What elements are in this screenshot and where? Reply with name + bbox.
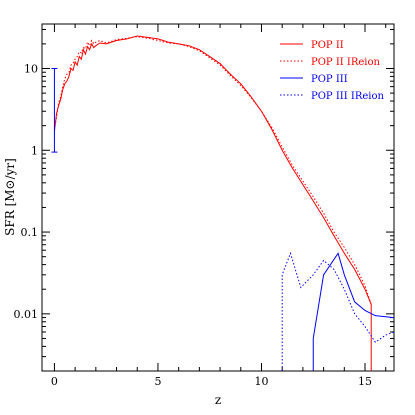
series-line-1 bbox=[53, 36, 372, 305]
legend-label-3: POP III IReion bbox=[311, 91, 384, 102]
legend-label-1: POP II IReion bbox=[311, 57, 381, 68]
y-tick-label: 0.1 bbox=[21, 226, 39, 239]
legend-label-0: POP II bbox=[311, 40, 344, 51]
y-tick-label: 10 bbox=[24, 62, 38, 75]
legend: POP II POP II IReion POP III POP III IReion bbox=[280, 40, 384, 102]
plot-frame bbox=[41, 23, 395, 372]
y-tick-label: 1 bbox=[31, 144, 38, 157]
series-line-2 bbox=[312, 252, 394, 371]
y-tick-label: 0.01 bbox=[14, 308, 39, 321]
series-layer bbox=[53, 35, 394, 371]
legend-label-2: POP III bbox=[311, 74, 348, 85]
axis-ticks: 0 5 10 15 0.01 0.1 1 10 bbox=[14, 24, 394, 388]
x-tick-label: 0 bbox=[51, 375, 58, 388]
x-tick-label: 10 bbox=[254, 375, 268, 388]
series-line-3 bbox=[281, 251, 394, 371]
y-axis-label: SFR [M⊙/yr] bbox=[3, 158, 17, 236]
x-axis-label: z bbox=[215, 393, 221, 407]
error-bar-layer bbox=[51, 67, 58, 153]
x-tick-label: 15 bbox=[358, 375, 372, 388]
series-line-0 bbox=[53, 35, 372, 371]
x-tick-label: 5 bbox=[154, 375, 161, 388]
